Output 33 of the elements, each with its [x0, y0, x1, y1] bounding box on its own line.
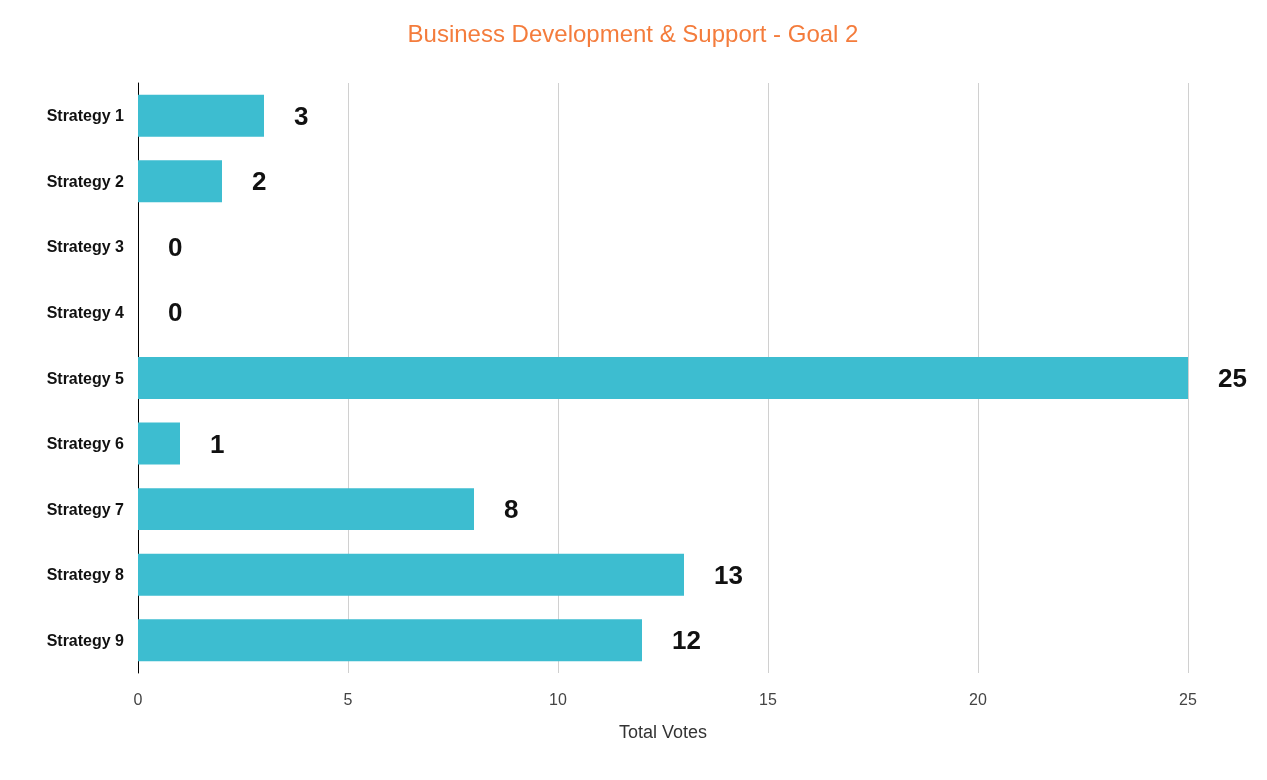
data-label: 25	[1218, 363, 1247, 393]
x-tick-label: 15	[759, 690, 777, 708]
data-label: 12	[672, 625, 701, 656]
x-tick-label: 0	[133, 690, 143, 708]
x-tick-label: 25	[1179, 690, 1197, 708]
bar	[138, 422, 180, 465]
data-label: 13	[714, 559, 743, 590]
y-tick-label: Strategy 4	[46, 303, 125, 321]
y-tick-label: Strategy 9	[46, 631, 125, 649]
data-label: 2	[252, 166, 267, 197]
y-tick-label: Strategy 6	[46, 435, 125, 453]
bar	[138, 94, 264, 137]
x-tick-label: 10	[549, 690, 567, 708]
bar	[138, 357, 1188, 399]
data-label: 0	[168, 231, 183, 262]
y-tick-label: Strategy 2	[46, 172, 125, 190]
x-axis-title: Total Votes	[618, 722, 708, 742]
data-label: 8	[504, 494, 519, 525]
y-tick-label: Strategy 3	[46, 238, 125, 256]
data-label: 0	[168, 297, 183, 328]
x-tick-label: 5	[343, 690, 353, 708]
data-label: 3	[294, 100, 309, 131]
data-label: 1	[210, 428, 225, 459]
y-tick-label: Strategy 8	[46, 566, 125, 584]
bar	[138, 619, 642, 662]
y-tick-label: Strategy 1	[46, 107, 125, 125]
bar	[138, 160, 222, 203]
bar	[138, 488, 474, 531]
y-tick-label: Strategy 7	[46, 500, 125, 518]
y-tick-label: Strategy 5	[46, 369, 125, 387]
x-tick-label: 20	[969, 690, 987, 708]
chart-title: Business Development & Support - Goal 2	[407, 19, 859, 47]
bar	[138, 553, 684, 596]
